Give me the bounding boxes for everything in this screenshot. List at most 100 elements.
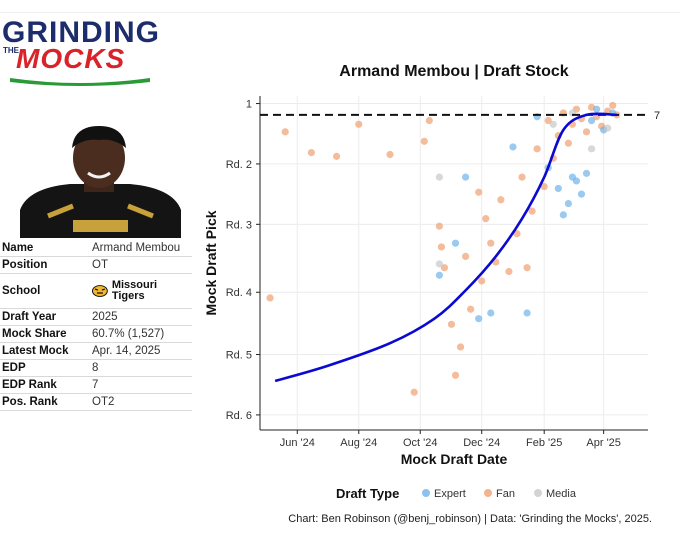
draft-stock-chart: Jun '24 Aug '24 Oct '24 Dec '24 Feb '25 Apr '…: [203, 63, 660, 501]
point-fan: [461, 252, 470, 260]
y-tick-label: Rd. 4: [226, 287, 252, 299]
point-expert: [572, 177, 581, 185]
info-row-draft-year: Draft Year 2025: [0, 309, 192, 326]
legend-title: Draft Type: [336, 486, 399, 501]
logo-line2: MOCKS: [16, 43, 126, 74]
x-tick-label: Dec '24: [463, 437, 500, 449]
tiger-logo-icon: [92, 285, 108, 297]
info-key: Name: [2, 242, 34, 254]
info-row-edp-rank: EDP Rank 7: [0, 377, 192, 394]
point-fan: [528, 207, 536, 215]
y-axis-title: Mock Draft Pick: [203, 210, 219, 315]
legend-swatch-fan: [484, 489, 492, 497]
point-fan: [505, 267, 513, 276]
point-fan: [456, 343, 465, 351]
x-tick-label: Feb '25: [526, 437, 562, 449]
point-expert: [559, 211, 567, 219]
point-fan: [582, 128, 591, 136]
school-value: Missouri Tigers: [92, 280, 192, 302]
y-tick-label: Rd. 2: [226, 159, 252, 171]
info-value: OT: [92, 259, 108, 271]
point-fan: [518, 173, 526, 181]
point-fan: [467, 305, 475, 313]
point-fan: [475, 188, 483, 196]
y-tick-label: Rd. 5: [226, 350, 252, 362]
point-expert: [582, 169, 591, 177]
legend-label-media: Media: [546, 488, 577, 500]
legend-label-fan: Fan: [496, 488, 515, 500]
info-key: EDP: [2, 362, 26, 374]
point-fan: [386, 150, 394, 159]
point-expert: [451, 239, 460, 247]
y-tick-label: Rd. 6: [226, 410, 252, 422]
point-fan: [355, 120, 363, 128]
point-expert: [475, 315, 483, 323]
info-value: 8: [92, 362, 99, 374]
info-value: OT2: [92, 396, 115, 408]
info-key: Draft Year: [2, 311, 57, 323]
player-photo: [20, 126, 181, 238]
legend-swatch-media: [534, 489, 542, 497]
x-tick-label: Apr '25: [586, 437, 621, 449]
point-media: [435, 173, 443, 181]
chart-title: Armand Membou | Draft Stock: [339, 63, 568, 80]
info-key: Latest Mock: [2, 345, 69, 357]
point-fan: [410, 388, 418, 396]
grinding-the-mocks-logo: GRINDING THE MOCKS: [2, 18, 162, 88]
legend-swatch-expert: [422, 489, 430, 497]
trend-line: [274, 112, 617, 383]
info-value: Armand Membou: [92, 242, 181, 254]
x-tick-label: Aug '24: [340, 437, 377, 449]
point-fan: [478, 277, 486, 285]
logo-the: THE: [3, 46, 19, 55]
point-fan: [420, 137, 428, 145]
point-expert: [461, 173, 470, 181]
point-fan: [497, 196, 505, 204]
legend-label-expert: Expert: [434, 488, 466, 500]
point-fan: [544, 116, 552, 125]
point-fan: [266, 294, 274, 302]
info-row-pos-rank: Pos. Rank OT2: [0, 394, 192, 411]
info-row-latest-mock: Latest Mock Apr. 14, 2025: [0, 343, 192, 360]
point-fan: [487, 239, 495, 247]
y-tick-label: Rd. 3: [226, 219, 252, 231]
x-axis-title: Mock Draft Date: [401, 451, 508, 467]
x-tick-label: Jun '24: [280, 437, 315, 449]
point-media: [435, 260, 443, 268]
info-key: EDP Rank: [2, 379, 57, 391]
point-expert: [435, 271, 443, 279]
point-fan: [609, 101, 617, 110]
point-expert: [564, 199, 572, 208]
point-fan: [425, 116, 433, 125]
point-expert: [554, 184, 562, 193]
point-fan: [540, 182, 548, 191]
point-media: [587, 145, 596, 153]
point-fan: [482, 215, 490, 223]
reference-line-label: 7: [654, 110, 660, 122]
point-fan: [440, 264, 449, 272]
point-fan: [513, 230, 521, 238]
point-media: [549, 120, 557, 128]
info-value: 2025: [92, 311, 118, 323]
point-expert: [587, 116, 596, 125]
football-field-icon: [10, 78, 150, 86]
info-key: Pos. Rank: [2, 396, 58, 408]
point-fan: [281, 128, 289, 136]
x-tick-label: Oct '24: [403, 437, 438, 449]
point-fan: [523, 264, 531, 272]
info-key: School: [2, 285, 41, 297]
point-expert: [577, 190, 586, 198]
info-row-school: School Missouri Tigers: [0, 274, 192, 309]
info-value: 7: [92, 379, 99, 391]
y-tick-label: 1: [246, 99, 252, 111]
point-fan: [435, 222, 443, 230]
point-fan: [437, 243, 446, 251]
chart-credit: Chart: Ben Robinson (@benj_robinson) | D…: [288, 513, 652, 525]
info-value: 60.7% (1,527): [92, 328, 165, 340]
player-info-table: Name Armand Membou Position OT School Mi…: [0, 240, 192, 411]
info-row-position: Position OT: [0, 257, 192, 274]
point-expert: [593, 105, 601, 113]
point-fan: [533, 145, 541, 153]
point-fan: [332, 152, 341, 160]
point-expert: [487, 309, 495, 317]
